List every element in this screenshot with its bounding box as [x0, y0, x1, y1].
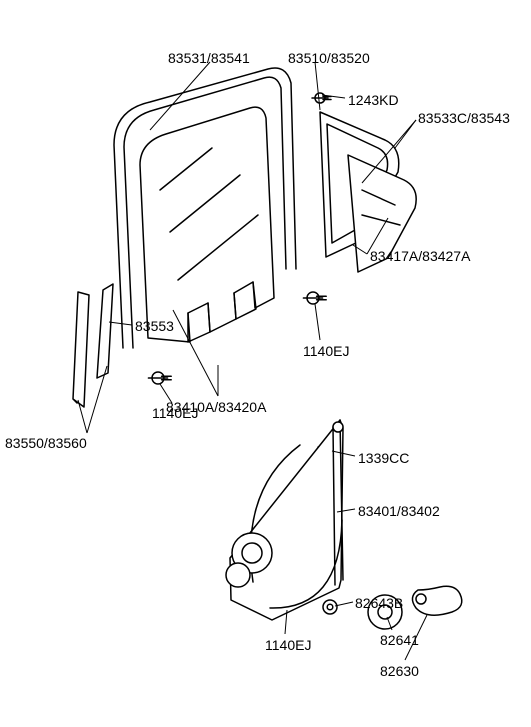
- part-label-l_82630: 82630: [380, 663, 419, 679]
- part-label-l_1243KD: 1243KD: [348, 92, 399, 108]
- part-label-l_1339CC: 1339CC: [358, 450, 409, 466]
- diagram-stage: 83531/83541 83510/83520 1243KD 83533C/83543…: [0, 0, 531, 727]
- part-label-l_1140EJ_b: 1140EJ: [152, 405, 198, 421]
- part-label-l_1140EJ_a: 1140EJ: [303, 343, 349, 359]
- part-label-l_83550_83560: 83550/83560: [5, 435, 87, 451]
- part-label-l_83401_83402: 83401/83402: [358, 503, 440, 519]
- part-label-l_83417A_83427A: 83417A/83427A: [370, 248, 470, 264]
- part-label-l_83553: 83553: [135, 318, 174, 334]
- part-label-l_83531_83541: 83531/83541: [168, 50, 250, 66]
- part-label-l_1140EJ_c: 1140EJ: [265, 637, 311, 653]
- part-label-l_83533C_83543: 83533C/83543: [418, 110, 510, 126]
- part-label-l_83510_83520: 83510/83520: [288, 50, 370, 66]
- part-label-l_82643B: 82643B: [355, 595, 403, 611]
- part-label-l_82641: 82641: [380, 632, 419, 648]
